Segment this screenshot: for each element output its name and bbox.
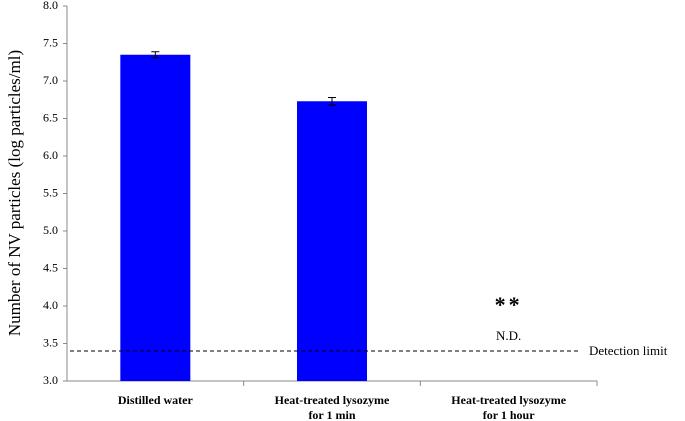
y-tick-label: 4.5 [43,260,58,274]
detection-limit-label: Detection limit [589,343,668,358]
x-tick-label: Heat-treated lysozyme for 1 min [274,393,390,421]
y-tick-label: 4.0 [43,298,58,312]
y-tick-label: 3.0 [43,373,58,387]
y-tick-label: 5.0 [43,223,58,237]
y-axis-label: Number of NV particles (log particles/ml… [5,50,24,336]
y-tick-label: 6.5 [43,110,58,124]
not-detected-label: N.D. [496,328,521,343]
y-tick-label: 6.0 [43,148,58,162]
significance-mark: ** [495,292,523,317]
x-tick-label: Heat-treated lysozyme for 1 hour [451,393,567,421]
y-tick-label: 7.0 [43,73,58,87]
bar [120,54,191,381]
y-tick-label: 5.5 [43,185,58,199]
y-tick-label: 3.5 [43,335,58,349]
bar [297,101,367,381]
x-tick-label: Distilled water [117,393,193,407]
y-tick-label: 7.5 [43,35,58,49]
y-tick-label: 8.0 [43,0,58,12]
